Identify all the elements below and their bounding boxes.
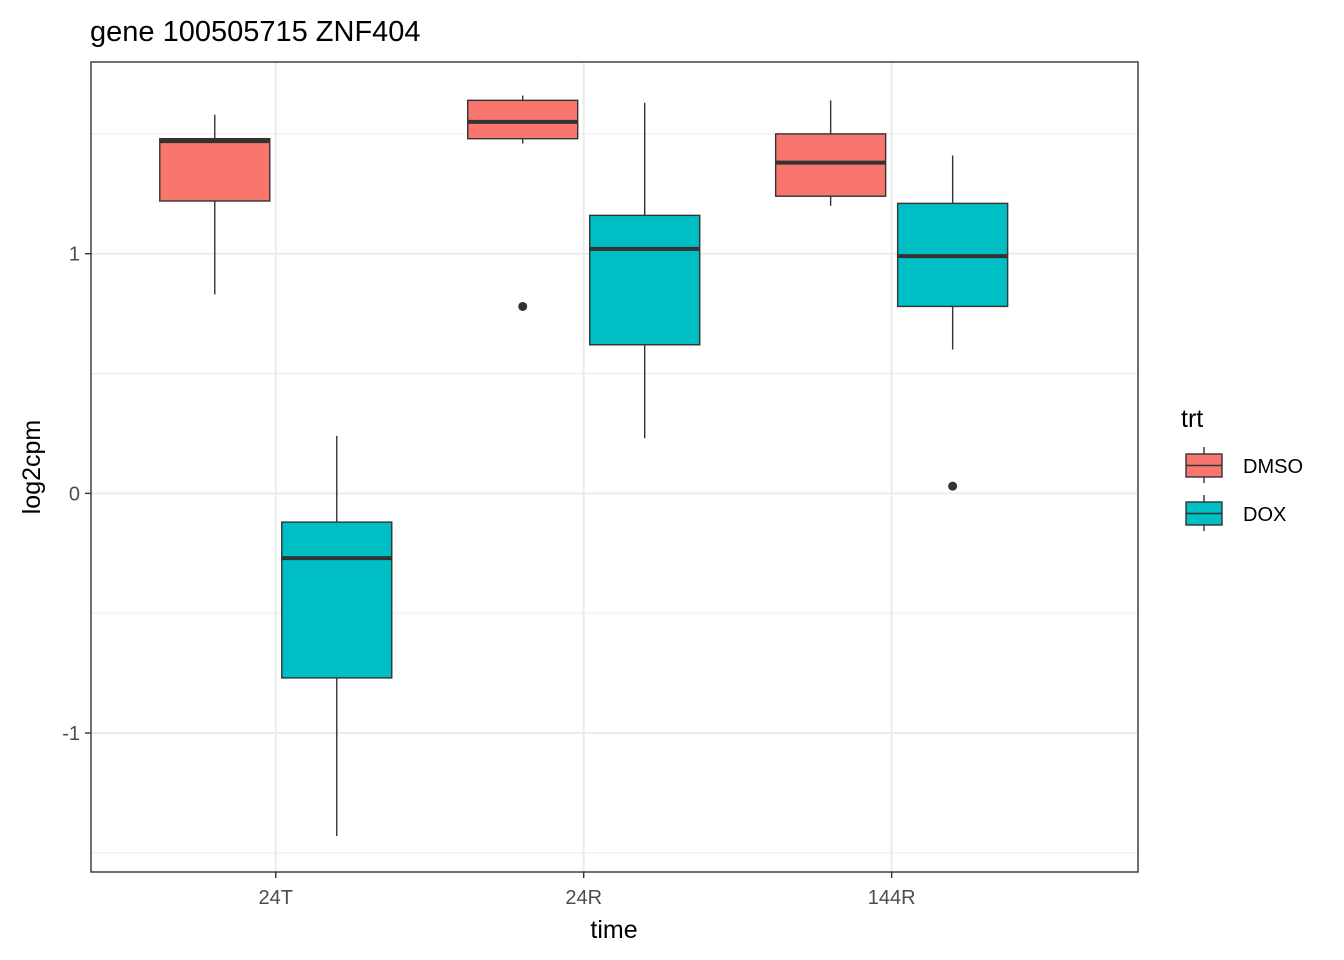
chart-title: gene 100505715 ZNF404 — [90, 16, 421, 48]
box-body — [589, 214, 701, 346]
y-tick-label: 1 — [69, 244, 80, 266]
plot-panel-border — [90, 61, 1139, 873]
box-body — [467, 99, 579, 140]
x-axis: 24T 24R 144R — [259, 872, 916, 909]
x-tick-label: 144R — [868, 887, 916, 909]
box-body — [281, 521, 393, 679]
y-axis: -1 0 1 — [62, 244, 91, 745]
box-body — [774, 133, 887, 197]
legend-label: DMSO — [1243, 456, 1303, 478]
grid-minor-y — [91, 133, 1138, 854]
legend-item-dmso: DMSO — [1185, 447, 1303, 483]
outlier-point — [518, 301, 528, 311]
x-tick-label: 24T — [259, 887, 293, 909]
box-dmso-144r — [774, 100, 887, 206]
outlier-point — [948, 481, 958, 491]
box-body — [159, 137, 271, 202]
x-tick-label: 24R — [565, 887, 602, 909]
box-dmso-24r — [467, 95, 579, 311]
boxes — [159, 95, 1009, 837]
y-tick-label: -1 — [62, 723, 80, 745]
box-dox-24r — [589, 102, 701, 439]
box-dox-144r — [896, 155, 1009, 491]
box-dmso-24t — [159, 114, 271, 295]
x-axis-title: time — [590, 916, 637, 944]
legend-label: DOX — [1243, 504, 1286, 526]
y-axis-title: log2cpm — [18, 420, 46, 515]
legend-title: trt — [1181, 405, 1203, 433]
box-dox-24t — [281, 435, 393, 837]
grid-major-x — [274, 62, 893, 872]
legend-item-dox: DOX — [1185, 495, 1286, 531]
legend: trt DMSO DOX — [1181, 405, 1303, 531]
y-tick-label: 0 — [69, 483, 80, 505]
